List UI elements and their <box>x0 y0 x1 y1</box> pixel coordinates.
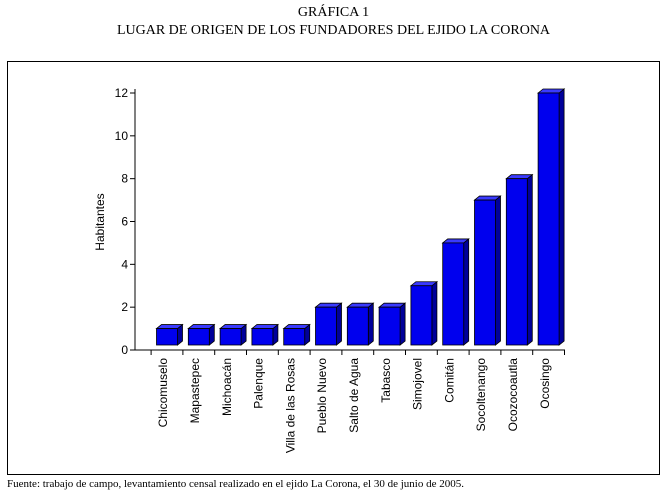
x-category-label: Ocozocoautla <box>506 358 520 432</box>
bar <box>377 302 407 346</box>
bar <box>187 323 216 346</box>
x-category-label: Villa de las Rosas <box>283 358 297 453</box>
source-note: Fuente: trabajo de campo, levantamiento … <box>7 478 464 490</box>
x-category-label: Salto de Agua <box>347 358 361 433</box>
chart-frame <box>7 61 660 475</box>
x-category-label: Pueblo Nuevo <box>315 358 329 434</box>
chart-title: LUGAR DE ORIGEN DE LOS FUNDADORES DEL EJ… <box>116 23 551 38</box>
bar-top <box>250 324 280 329</box>
y-axis-label: Habitantes <box>93 193 107 250</box>
bar <box>473 195 502 346</box>
y-tick-label: 12 <box>115 86 129 100</box>
y-tick-label: 6 <box>121 215 128 229</box>
bar-front <box>442 242 465 346</box>
bar-top <box>346 302 375 308</box>
bar-side <box>367 302 374 346</box>
x-category-label: Palenque <box>252 358 266 409</box>
x-category-label: Comitán <box>442 358 456 403</box>
bar-side <box>463 238 470 346</box>
bar-side <box>336 302 342 346</box>
figure-number: GRÁFICA 1 <box>297 5 370 20</box>
bar <box>250 323 280 346</box>
bar <box>505 173 534 346</box>
bar <box>218 323 248 346</box>
x-category-label: Simojovel <box>411 358 425 410</box>
bar-front <box>251 328 274 346</box>
bar-top <box>218 324 248 329</box>
bar-top <box>409 281 439 287</box>
bar <box>282 323 311 346</box>
bar-top <box>155 324 184 329</box>
bar-side <box>558 88 565 346</box>
bar <box>536 88 566 346</box>
bar-front <box>537 92 560 346</box>
bar-front <box>474 199 496 346</box>
bar-top <box>187 324 216 329</box>
bar-top <box>377 302 407 308</box>
y-tick-label: 0 <box>121 343 128 357</box>
bar-front <box>378 306 401 346</box>
x-category-label: Ocosingo <box>538 358 552 409</box>
bar-top <box>505 174 534 180</box>
y-tick-label: 4 <box>121 257 128 271</box>
bar <box>409 280 439 346</box>
x-category-label: Michoacán <box>220 358 234 416</box>
bar <box>155 323 184 346</box>
y-tick-label: 2 <box>121 300 128 314</box>
bar-front <box>156 328 178 346</box>
bar-side <box>399 302 406 346</box>
bar-side <box>431 280 438 346</box>
bar-top <box>536 88 566 94</box>
bar-front <box>346 306 369 346</box>
bar-front <box>315 306 337 346</box>
bar-side <box>495 195 501 346</box>
x-category-label: Socoltenango <box>474 358 488 432</box>
x-category-label: Chicomuselo <box>156 358 170 428</box>
bar-front <box>505 178 528 346</box>
x-category-label: Mapastepec <box>188 358 202 423</box>
bar-top <box>473 195 502 201</box>
x-category-label: Tabasco <box>379 358 393 403</box>
bar-top <box>441 238 470 244</box>
bar-top <box>282 324 311 329</box>
bar-side <box>526 173 533 346</box>
y-tick-label: 10 <box>115 129 129 143</box>
bar <box>441 238 470 346</box>
bar-front <box>410 285 433 346</box>
bar <box>314 302 343 346</box>
bar-front <box>219 328 242 346</box>
y-tick-label: 8 <box>121 172 128 186</box>
bar-front <box>187 328 210 346</box>
bar-top <box>314 302 343 308</box>
bar-front <box>283 328 306 346</box>
bar <box>346 302 375 346</box>
